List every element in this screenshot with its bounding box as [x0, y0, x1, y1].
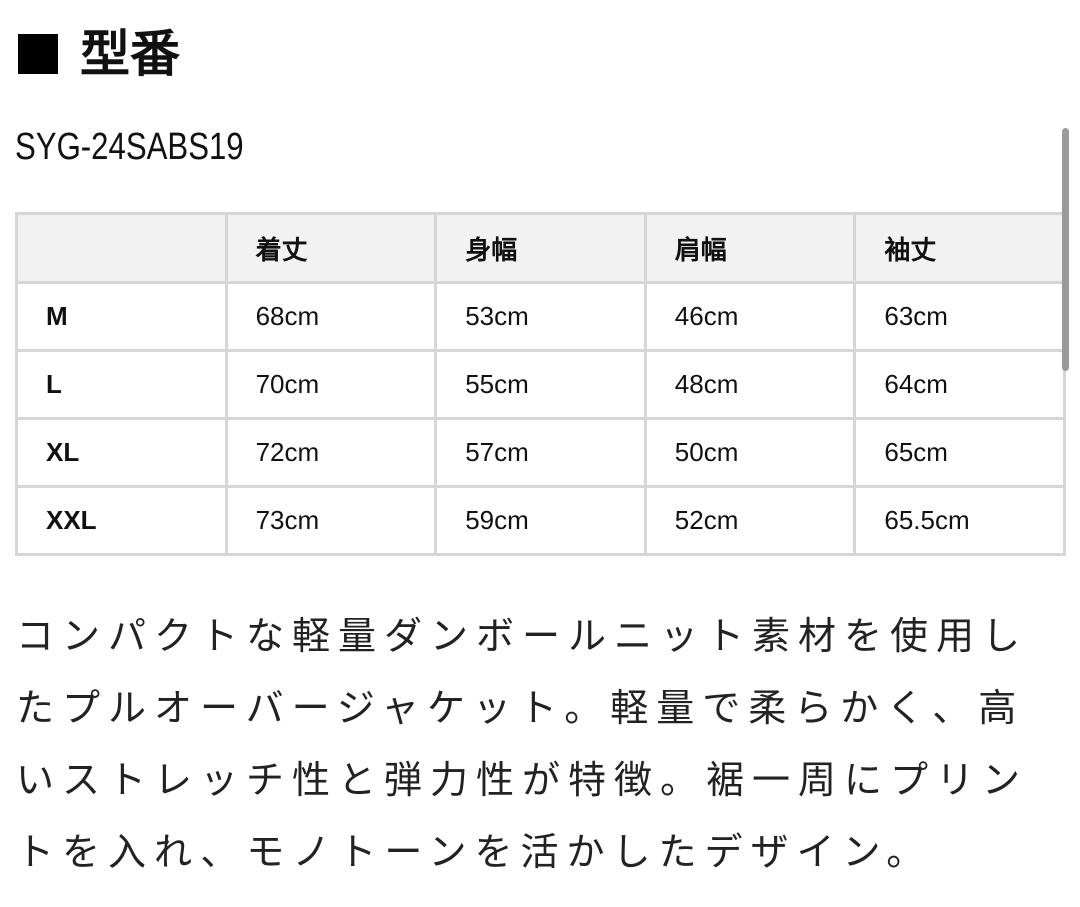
- section-heading-text: 型番: [80, 25, 180, 83]
- table-cell: 72cm: [224, 417, 438, 488]
- table-cell: 59cm: [434, 485, 647, 556]
- table-row: L 70cm 55cm 48cm 64cm: [15, 349, 1066, 420]
- table-cell: 63cm: [853, 281, 1066, 352]
- table-header-row: 着丈 身幅 肩幅 袖丈: [15, 212, 1066, 284]
- table-cell: 53cm: [434, 281, 647, 352]
- header-cell: 袖丈: [853, 212, 1066, 284]
- section-heading: 型番: [18, 22, 180, 86]
- header-cell: 着丈: [224, 212, 438, 284]
- table-cell: 50cm: [643, 417, 857, 488]
- size-cell: L: [15, 349, 228, 420]
- table-cell: 57cm: [434, 417, 647, 488]
- header-cell: 身幅: [434, 212, 647, 284]
- scrollbar[interactable]: [1062, 128, 1069, 371]
- header-cell: [15, 212, 228, 284]
- size-cell: XXL: [15, 485, 228, 556]
- model-number: SYG-24SABS19: [15, 126, 244, 168]
- table-cell: 73cm: [224, 485, 438, 556]
- table-cell: 70cm: [224, 349, 438, 420]
- size-table: 着丈 身幅 肩幅 袖丈 M 68cm 53cm 46cm 63cm L 70cm…: [15, 212, 1066, 556]
- table-cell: 46cm: [643, 281, 857, 352]
- table-cell: 68cm: [224, 281, 438, 352]
- product-description: コンパクトな軽量ダンボールニット素材を使用したプルオーバージャケット。軽量で柔ら…: [16, 614, 1029, 874]
- table-cell: 48cm: [643, 349, 857, 420]
- table-cell: 65cm: [853, 417, 1066, 488]
- size-cell: M: [15, 281, 228, 352]
- black-square-icon: [18, 34, 58, 74]
- table-cell: 55cm: [434, 349, 647, 420]
- table-cell: 65.5cm: [853, 485, 1066, 556]
- size-cell: XL: [15, 417, 228, 488]
- table-row: XL 72cm 57cm 50cm 65cm: [15, 417, 1066, 488]
- header-cell: 肩幅: [643, 212, 857, 284]
- table-row: M 68cm 53cm 46cm 63cm: [15, 281, 1066, 352]
- table-cell: 52cm: [643, 485, 857, 556]
- table-row: XXL 73cm 59cm 52cm 65.5cm: [15, 485, 1066, 556]
- table-cell: 64cm: [853, 349, 1066, 420]
